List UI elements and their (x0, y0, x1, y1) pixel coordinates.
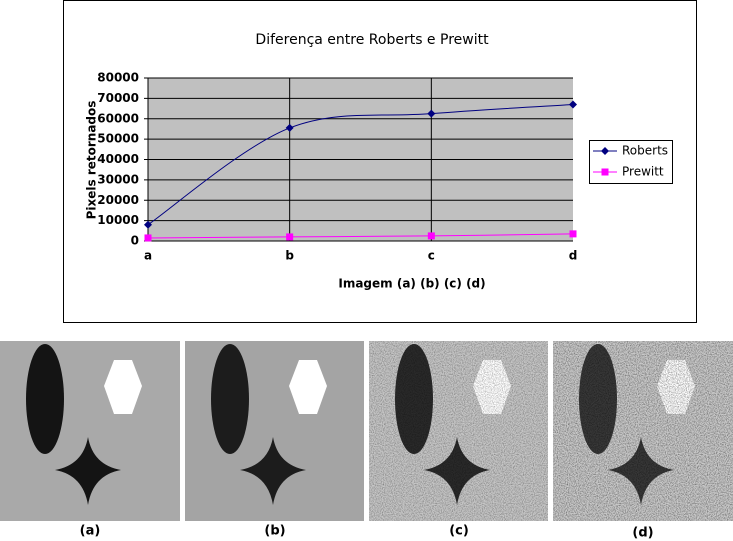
image-b (185, 341, 364, 521)
y-tick-label: 60000 (97, 111, 139, 125)
marker (427, 232, 435, 240)
marker (285, 123, 294, 132)
y-tick-label: 70000 (97, 91, 139, 105)
y-tick-label: 20000 (97, 193, 139, 207)
y-tick-label: 0 (131, 234, 139, 248)
marker (144, 234, 152, 242)
y-tick-label: 80000 (97, 71, 139, 85)
series-line (147, 103, 574, 226)
x-tick-label: c (428, 249, 435, 263)
image-label: (c) (449, 524, 469, 539)
series-line (147, 233, 574, 239)
chart-title: Diferença entre Roberts e Prewitt (255, 32, 489, 48)
y-tick-label: 40000 (97, 152, 139, 166)
x-tick-label: a (144, 249, 152, 263)
image-label: (b) (264, 524, 285, 539)
marker (569, 230, 577, 238)
image-d (553, 341, 733, 521)
image-panels (0, 341, 733, 521)
marker (286, 233, 294, 241)
y-tick-label: 50000 (97, 132, 139, 146)
legend (589, 140, 673, 184)
marker (427, 109, 436, 118)
y-axis-label: Pixels retornados (85, 101, 99, 220)
legend-label: Roberts (622, 144, 668, 158)
x-tick-label: b (285, 249, 294, 263)
image-a (0, 341, 180, 521)
x-axis-label: Imagem (a) (b) (c) (d) (338, 277, 485, 291)
legend-label: Prewitt (622, 165, 664, 179)
image-label: (a) (80, 524, 101, 539)
marker (601, 168, 609, 176)
marker (569, 100, 577, 109)
x-tick-label: d (569, 249, 578, 263)
y-tick-label: 10000 (97, 213, 139, 227)
image-label: (d) (632, 526, 653, 541)
marker (144, 220, 152, 229)
y-tick-label: 30000 (97, 172, 139, 186)
image-c (369, 341, 548, 521)
marker (601, 147, 609, 155)
